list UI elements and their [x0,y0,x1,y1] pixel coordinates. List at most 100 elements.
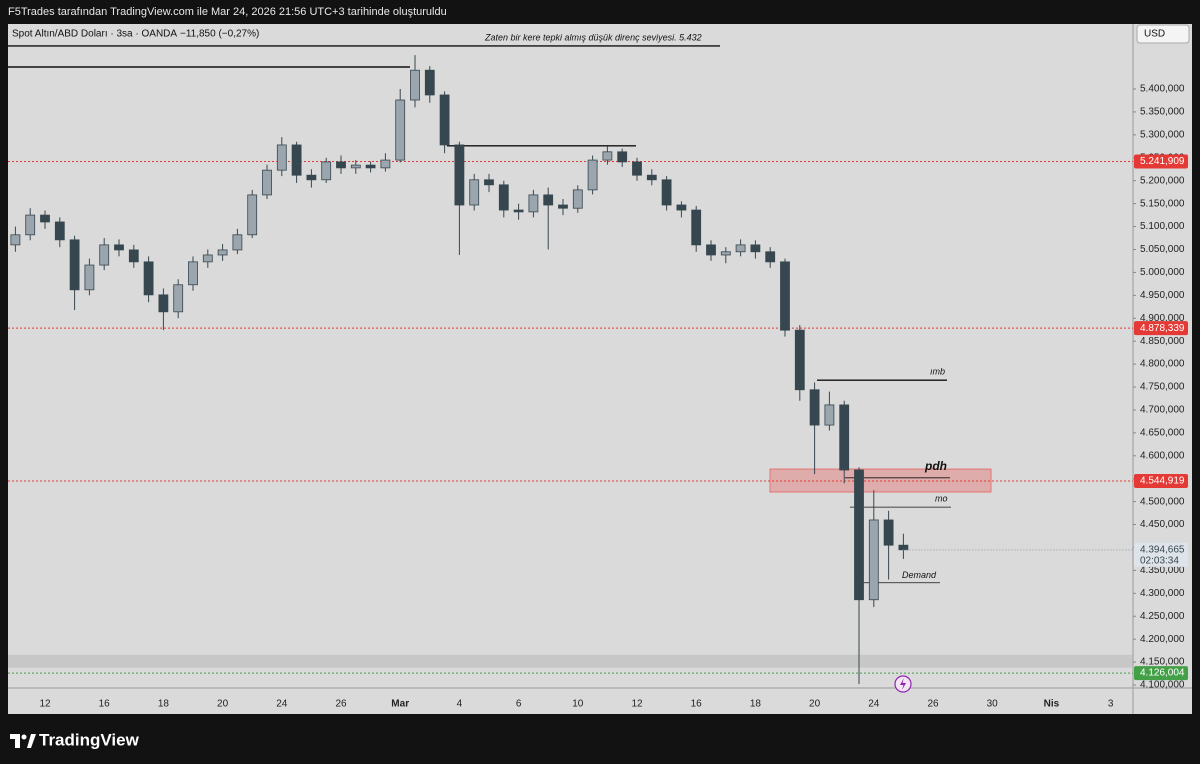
logo-slash [27,734,36,748]
candle-body [706,244,716,256]
y-tick-label: 5.300,000 [1140,129,1185,140]
drawing-label: mo [935,494,948,504]
candle-body [232,234,243,251]
y-tick-label: 5.400,000 [1140,84,1185,95]
candle-body [439,94,450,146]
candle-body [365,164,376,169]
x-tick-label: 12 [631,699,643,710]
x-tick-label: 16 [99,699,111,710]
candle-body [173,284,184,313]
last-price-label: 4.394,665 [1140,545,1185,556]
candle-body [543,194,554,206]
candle-body [158,294,169,313]
candle-body [410,69,420,101]
candle-body [661,179,672,206]
candle-body [765,251,776,263]
brand: TradingView [39,730,140,749]
x-tick-label: 10 [572,699,584,710]
candle-body [54,221,65,241]
candle-body [40,214,50,223]
y-tick-label: 5.350,000 [1140,107,1185,118]
logo-dot [21,734,27,740]
x-tick-label: 16 [691,699,703,710]
candle-body [306,174,317,181]
candle-body [854,469,864,601]
candle-body [69,239,80,291]
y-tick-label: 4.800,000 [1140,359,1185,370]
y-tick-label: 4.700,000 [1140,405,1185,416]
candle-body [498,184,509,211]
candle-body [143,261,154,296]
candle-body [202,254,213,263]
candle-body [469,179,480,206]
candle-body [839,404,850,471]
candle-body [572,189,583,209]
x-tick-label: 26 [335,699,347,710]
candle-body [424,69,435,96]
candle-body [128,249,139,263]
y-tick-label: 4.200,000 [1140,634,1185,645]
candle-body [883,519,894,546]
brand-logo [10,734,36,748]
candle-body [691,209,702,246]
y-tick-label: 5.200,000 [1140,175,1185,186]
candle-body [336,161,346,169]
x-tick-label: 30 [987,699,999,710]
price-change: −11,850 (−0,27%) [180,29,259,40]
level-price-box [1134,474,1188,489]
candle-body [262,169,272,196]
x-tick-label: 24 [868,699,880,710]
level-price-label: 4.878,339 [1140,323,1185,334]
y-tick-label: 5.000,000 [1140,267,1185,278]
x-tick-label: Nis [1044,699,1060,710]
candle-body [824,404,835,426]
x-tick-label: 20 [217,699,229,710]
x-tick-label: 24 [276,699,288,710]
y-tick-label: 4.900,000 [1140,313,1185,324]
candle-body [780,261,790,331]
candle-body [720,251,731,256]
candle-body [528,194,539,213]
drawing-label: ımb [930,367,945,377]
candle-body [735,244,746,253]
candle-body [99,244,110,266]
drawing-label: Zaten bir kere tepki almış düşük direnç … [484,32,702,42]
header: F5Trades tarafından TradingView.com ile … [8,6,447,18]
zone [8,654,1133,668]
x-tick-label: 18 [750,699,762,710]
currency-box [1136,24,1190,44]
candle-body [898,544,909,551]
level-price-label: 4.544,919 [1140,476,1185,487]
y-tick-label: 4.300,000 [1140,588,1185,599]
candle-body [454,144,465,206]
candle-body [217,249,228,256]
level-price-label: 4.126,004 [1140,668,1185,679]
candle-body [750,244,761,253]
level-price-label: 5.241,909 [1140,156,1185,167]
y-tick-label: 4.600,000 [1140,450,1185,461]
candle-body [350,164,361,169]
plot: 5.400,0005.350,0005.300,0005.250,0005.20… [8,32,1188,710]
candle-body [321,161,332,181]
x-tick-label: 18 [158,699,170,710]
drawing-label: Demand [902,570,937,580]
last-price-box [1134,542,1188,567]
candle-body [291,144,302,176]
candle-body [676,204,687,211]
candle-body [602,151,613,161]
y-tick-label: 4.500,000 [1140,496,1185,507]
candle-body [395,99,406,161]
candle-body [558,204,568,209]
candle-body [587,159,598,191]
candle-body [10,234,21,246]
y-tick-label: 4.450,000 [1140,519,1185,530]
candle-body [646,174,657,181]
symbol-title: Spot Altın/ABD Doları · 3sa · OANDA [12,29,177,40]
candle-body [84,264,95,291]
candle-body [276,144,287,171]
y-tick-label: 5.050,000 [1140,244,1185,255]
y-tick-label: 4.950,000 [1140,290,1185,301]
candle-body [868,519,879,601]
